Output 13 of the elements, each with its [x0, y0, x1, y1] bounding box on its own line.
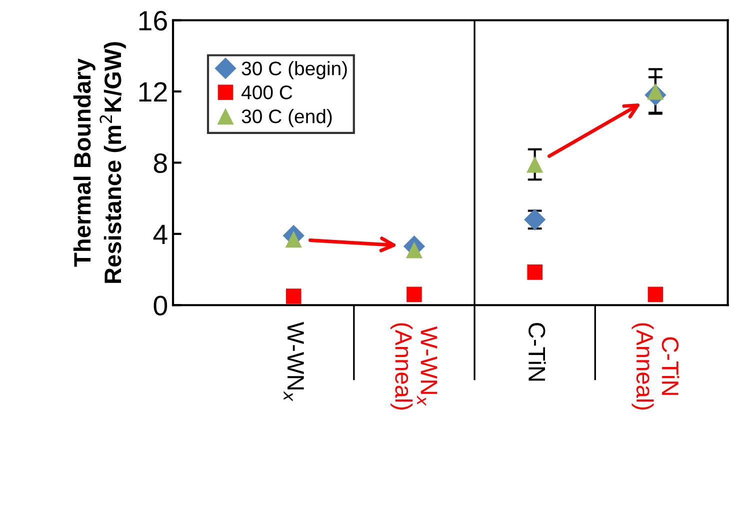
- x-tick-label: W-WN$_{x}$ (Anneal): [390, 323, 438, 410]
- x-tick-label: C-TiN: [528, 322, 546, 381]
- y-tick-label: 12: [139, 82, 167, 102]
- x-tick-label: C-TiN (Anneal): [632, 323, 680, 410]
- legend-label: 30 C (end): [242, 108, 332, 128]
- y-tick-label: 8: [154, 153, 167, 174]
- x-tick-label: W-WN$_{x}$: [284, 322, 304, 402]
- y-tick-label: 16: [139, 10, 167, 31]
- y-tick-label: 4: [153, 224, 168, 244]
- legend-label: 400 C: [242, 86, 292, 100]
- y-tick-label: 0: [154, 296, 168, 316]
- y-axis-title: Thermal Boundary Resistance (m$^{2}$K/GW): [73, 42, 126, 283]
- legend-label: 30 C (begin): [242, 61, 347, 80]
